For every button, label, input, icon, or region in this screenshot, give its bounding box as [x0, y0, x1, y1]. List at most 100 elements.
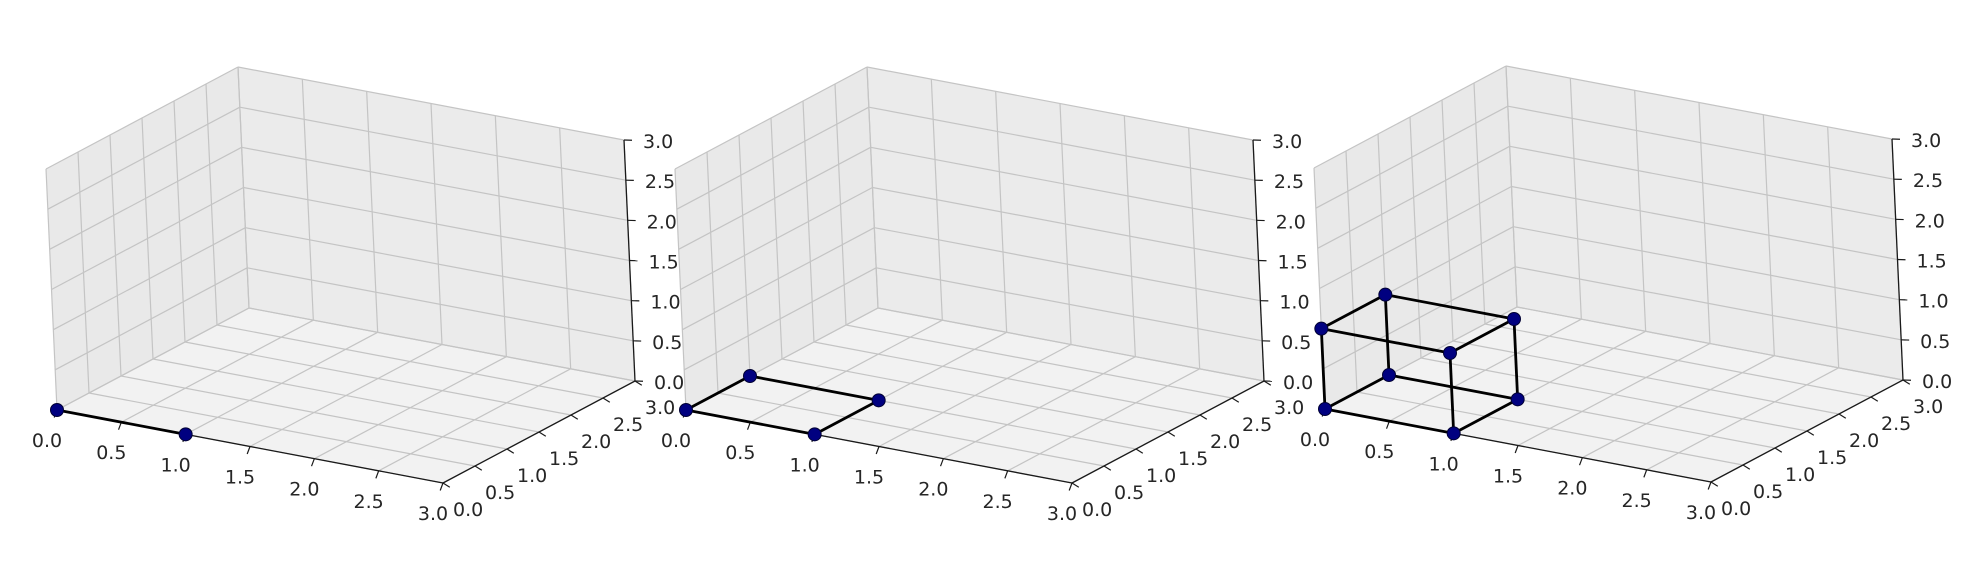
grid-line [1509, 145, 1896, 220]
z-tick-label: 2.5 [1274, 171, 1304, 193]
y-tick-mark [1135, 448, 1144, 454]
grid-line [845, 324, 1233, 399]
grid-line [1507, 105, 1894, 180]
y-tick-label: 2.0 [1210, 431, 1240, 453]
grid-line [683, 267, 877, 371]
x-tick-label: 0.5 [96, 442, 126, 464]
data-point [1510, 392, 1525, 407]
grid-line [247, 267, 634, 342]
y-tick-mark [442, 482, 451, 488]
grid-line [184, 341, 572, 416]
grid-line [674, 66, 868, 170]
y-tick-label: 0.5 [1114, 482, 1144, 504]
x-tick-mark [1514, 445, 1519, 454]
x-tick-label: 0.0 [661, 430, 691, 452]
grid-line [1420, 357, 1808, 432]
edge-line [685, 408, 815, 436]
edge-line [1453, 398, 1519, 435]
grid-line [781, 358, 1169, 433]
y-tick-mark [1710, 481, 1719, 487]
y-tick-label: 3.0 [1274, 397, 1304, 419]
grid-line [1513, 226, 1900, 301]
y-tick-mark [1167, 431, 1176, 437]
z-tick-label: 0.0 [654, 372, 684, 394]
x-tick-mark [439, 482, 444, 491]
z-tick-label: 1.0 [1918, 291, 1948, 313]
grid-line [1322, 266, 1516, 370]
x-tick-label: 3.0 [418, 503, 448, 525]
z-tick-label: 1.5 [1917, 251, 1947, 273]
edge-line [685, 374, 751, 412]
x-tick-label: 0.5 [1364, 441, 1394, 463]
data-point [871, 393, 886, 408]
edge-line [1449, 317, 1515, 355]
x-tick-mark [1707, 481, 1712, 490]
grid-line [868, 106, 1255, 181]
z-tick-label: 1.0 [650, 292, 680, 314]
x-tick-mark [1643, 469, 1648, 478]
z-tick-label: 3.0 [1272, 131, 1302, 153]
y-tick-mark [1199, 414, 1208, 420]
grid-line [241, 146, 628, 221]
grid-line [680, 186, 873, 291]
x-tick-mark [1578, 457, 1583, 466]
y-tick-label: 2.5 [1881, 413, 1911, 435]
edge-line [1383, 294, 1391, 376]
data-point [1507, 312, 1521, 326]
y-tick-mark [1806, 430, 1815, 436]
data-point [807, 427, 822, 442]
x-tick-label: 0.0 [32, 430, 62, 452]
z-tick-label: 1.5 [1278, 252, 1308, 274]
y-tick-label: 0.0 [1082, 499, 1112, 521]
grid-line [49, 146, 242, 250]
grid-line [1313, 65, 1507, 169]
x-tick-mark [246, 446, 251, 455]
edge-line [1448, 352, 1456, 434]
edge-line [1324, 373, 1390, 411]
x-tick-mark [939, 458, 944, 467]
z-tick-label: 0.0 [1922, 371, 1952, 393]
y-tick-mark [1231, 397, 1240, 403]
y-tick-mark [570, 414, 579, 420]
x-tick-label: 1.5 [854, 467, 884, 489]
grid-line [682, 227, 875, 331]
z-tick-label: 0.5 [1281, 332, 1311, 354]
grid-line [876, 267, 1263, 342]
grid-line [1515, 266, 1902, 341]
edge-line [814, 399, 880, 436]
z-tick-label: 2.0 [1276, 211, 1306, 233]
z-tick-label: 3.0 [643, 131, 673, 153]
z-tick-label: 3.0 [1911, 130, 1941, 152]
y-tick-label: 2.5 [613, 414, 643, 436]
y-tick-label: 1.5 [1178, 448, 1208, 470]
data-point [1378, 287, 1393, 302]
y-tick-label: 2.5 [1242, 414, 1272, 436]
x-tick-mark [310, 458, 315, 467]
data-point [50, 403, 64, 417]
x-tick-label: 2.0 [918, 479, 948, 501]
x-tick-label: 3.0 [1686, 502, 1716, 524]
x-tick-label: 1.0 [161, 454, 191, 476]
y-tick-mark [634, 380, 643, 386]
grid-line [717, 392, 1105, 467]
y-tick-label: 3.0 [1913, 396, 1943, 418]
grid-line [678, 146, 871, 250]
data-point [679, 403, 693, 417]
grid-line [248, 307, 636, 382]
x-tick-mark [875, 446, 880, 455]
y-tick-mark [538, 431, 547, 437]
grid-line [239, 106, 626, 181]
grid-line [877, 307, 1265, 382]
edge-line [1324, 407, 1454, 435]
grid-line [1452, 340, 1840, 415]
grid-line [243, 186, 630, 262]
z-tick-label: 1.0 [1279, 292, 1309, 314]
x-tick-label: 2.0 [289, 479, 319, 501]
edge-line [1319, 328, 1327, 410]
grid-line [870, 146, 1257, 221]
edge-line [1320, 293, 1386, 330]
grid-line [216, 324, 604, 399]
y-tick-label: 0.5 [485, 482, 515, 504]
y-tick-label: 0.0 [1721, 498, 1751, 520]
